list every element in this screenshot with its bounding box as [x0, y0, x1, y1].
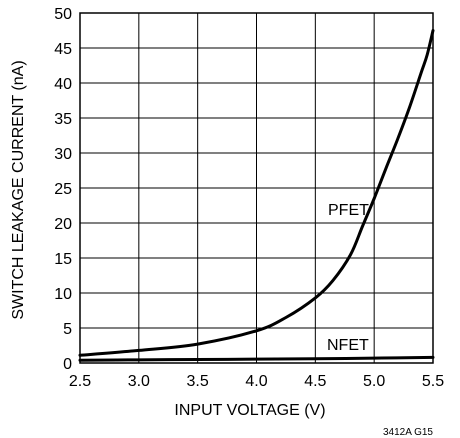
- y-tick-label: 40: [54, 76, 72, 93]
- y-tick-label: 35: [54, 111, 72, 128]
- y-tick-label: 25: [54, 181, 72, 198]
- series-label-nfet: NFET: [327, 337, 369, 354]
- plot-frame: [79, 12, 434, 364]
- x-tick-label: 3.0: [128, 373, 150, 390]
- x-axis-label: INPUT VOLTAGE (V): [174, 402, 325, 419]
- y-tick-label: 15: [54, 251, 72, 268]
- x-tick-label: 4.0: [245, 373, 267, 390]
- x-tick-label: 5.0: [363, 373, 385, 390]
- tick-labels: 2.5 3.0 3.5 4.0 4.5 5.0 5.5 0 5 10 15 20 25 30 35 40 45 5…: [54, 6, 444, 390]
- x-tick-label: 2.5: [69, 373, 91, 390]
- grid: [79, 12, 434, 364]
- x-tick-label: 4.5: [304, 373, 326, 390]
- y-axis-label: SWITCH LEAKAGE CURRENT (nA): [10, 60, 27, 319]
- axes: [79, 12, 434, 364]
- y-tick-label: 45: [54, 41, 72, 58]
- y-tick-label: 5: [63, 321, 72, 338]
- x-tick-label: 5.5: [422, 373, 444, 390]
- y-tick-label: 10: [54, 286, 72, 303]
- x-tick-label: 3.5: [187, 373, 209, 390]
- y-tick-label: 50: [54, 6, 72, 23]
- series-line-pfet: [78, 29, 435, 357]
- series-group: [78, 29, 435, 362]
- figure-code: 3412A G15: [383, 427, 433, 438]
- series-label-pfet: PFET: [328, 202, 369, 219]
- y-tick-label: 0: [63, 356, 72, 373]
- series-line-nfet: [78, 355, 435, 362]
- y-tick-label: 30: [54, 146, 72, 163]
- y-tick-label: 20: [54, 216, 72, 233]
